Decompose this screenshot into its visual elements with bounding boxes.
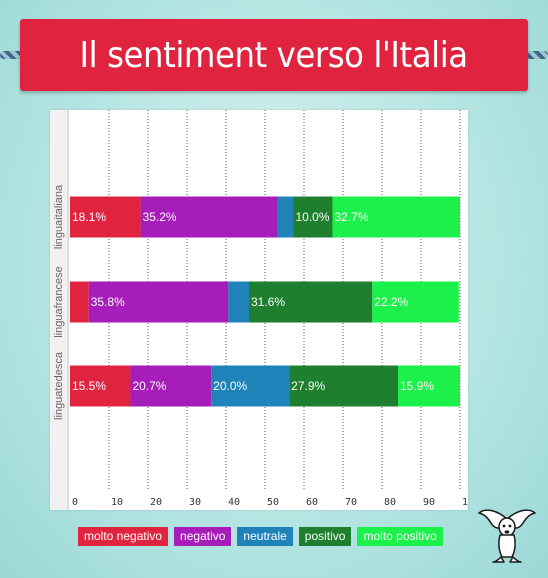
x-tick-label-70: 70 [345,497,357,508]
bar-linguatedesca-neutrale [211,365,290,407]
data-label-linguaitaliana-negativo: 35.2% [143,210,177,224]
title-banner: Il sentiment verso l'Italia [20,19,528,91]
bar-linguaitaliana-neutrale [277,196,294,238]
bar-linguafrancese-molto-negativo [70,281,89,323]
data-label-linguaitaliana-molto-negativo: 18.1% [72,210,106,224]
chart-panel: 0 10 20 30 40 50 60 70 80 90 100 18.1% 35.2% 10.0% 32.… [50,110,468,510]
category-label-linguaitaliana: linguaitaliana [53,184,65,249]
bar-linguatedesca-positivo [289,365,398,407]
x-tick-label-100: 100 [462,497,468,508]
x-tick-label-10: 10 [111,497,123,508]
rope-right [518,51,548,59]
bar-linguaitaliana-molto-negativo [70,196,141,238]
legend-item-negativo: negativo [174,527,232,546]
bar-linguafrancese-molto-positivo [372,281,459,323]
legend-item-molto-positivo: molto positivo [357,527,443,546]
x-tick-label-50: 50 [267,497,279,508]
bar-linguaitaliana-molto-positivo [332,196,460,238]
bar-linguaitaliana-negativo [140,196,278,238]
legend-item-positivo: positivo [298,527,352,546]
data-label-linguaitaliana-positivo: 10.0% [295,210,329,224]
x-tick-label-40: 40 [228,497,240,508]
rope-left [0,51,30,59]
x-tick-label-0: 0 [72,497,78,508]
data-label-linguatedesca-molto-positivo: 15.9% [400,379,434,393]
chart-title: Il sentiment verso l'Italia [79,34,469,76]
bar-linguatedesca-molto-negativo [70,365,131,407]
bar-linguatedesca-molto-positivo [397,365,460,407]
category-label-linguafrancese: linguafrancese [53,266,65,338]
x-tick-label-90: 90 [423,497,435,508]
legend-item-molto-negativo: molto negativo [78,527,169,546]
x-tick-label-80: 80 [384,497,396,508]
mascot-logo-icon [478,509,536,563]
x-tick-label-30: 30 [189,497,201,508]
bar-linguafrancese-negativo [88,281,229,323]
data-label-linguatedesca-neutrale: 20.0% [213,379,247,393]
data-label-linguatedesca-negativo: 20.7% [132,379,166,393]
data-label-linguatedesca-molto-negativo: 15.5% [72,379,106,393]
x-tick-label-60: 60 [306,497,318,508]
data-label-linguafrancese-negativo: 35.8% [91,295,125,309]
x-tick-label-20: 20 [150,497,162,508]
bar-linguafrancese-positivo [249,281,373,323]
legend: molto negativo negativo neutrale positiv… [78,527,443,546]
category-label-linguatedesca: linguatedesca [53,351,65,420]
bar-linguaitaliana-positivo [293,196,333,238]
bar-linguatedesca-negativo [130,365,212,407]
legend-item-neutrale: neutrale [237,527,293,546]
data-label-linguaitaliana-molto-positivo: 32.7% [334,210,368,224]
data-label-linguatedesca-positivo: 27.9% [291,379,325,393]
stacked-bar-chart: 0 10 20 30 40 50 60 70 80 90 100 18.1% 35.2% 10.0% 32.… [50,110,468,510]
bar-linguafrancese-neutrale [228,281,250,323]
category-label-strip [50,110,67,510]
data-label-linguafrancese-positivo: 31.6% [251,295,285,309]
data-label-linguafrancese-molto-positivo: 22.2% [374,295,408,309]
